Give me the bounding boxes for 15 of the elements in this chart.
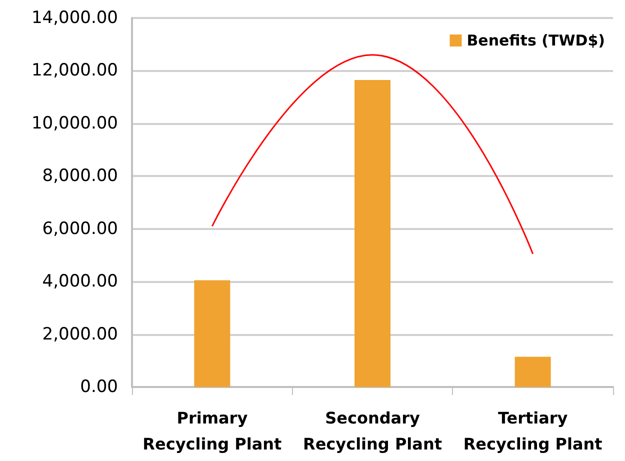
y-tick-label: 10,000.00: [31, 113, 118, 134]
y-tick-label: 2,000.00: [42, 324, 118, 344]
y-tick-label: 4,000.00: [42, 272, 118, 292]
y-tick-label: 6,000.00: [42, 218, 118, 239]
x-tick-label: Secondary Recycling Plant: [303, 408, 442, 454]
y-tick-label: 14,000.00: [31, 8, 118, 28]
x-tick-label: Primary Recycling Plant: [142, 408, 282, 454]
x-tick-label: Tertiary Recycling Plant: [463, 408, 603, 454]
y-tick-label: 8,000.00: [42, 166, 118, 186]
bar: [354, 80, 390, 387]
bar: [194, 280, 230, 387]
y-tick-label: 0.00: [80, 377, 118, 397]
bar: [514, 356, 551, 387]
y-tick-label: 12,000.00: [31, 60, 118, 81]
legend-label: Benefits (TWD$): [466, 32, 606, 50]
